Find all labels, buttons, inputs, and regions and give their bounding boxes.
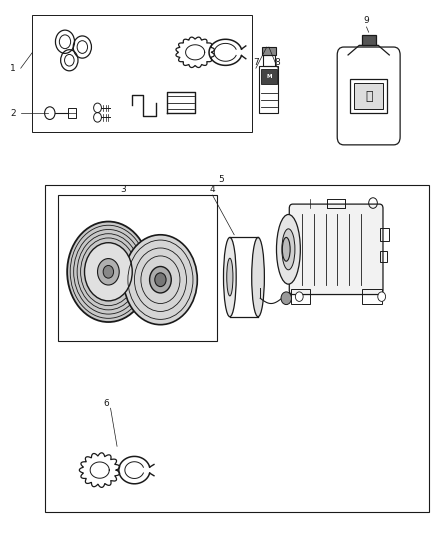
- Text: 5: 5: [218, 175, 224, 184]
- Circle shape: [295, 292, 303, 301]
- Bar: [68, 108, 76, 118]
- Circle shape: [85, 243, 132, 301]
- Circle shape: [378, 292, 385, 301]
- Bar: [46, 184, 429, 512]
- Text: 8: 8: [275, 59, 280, 67]
- Bar: [259, 66, 279, 113]
- Circle shape: [67, 222, 150, 322]
- Text: M: M: [266, 74, 272, 79]
- Text: Ⓜ: Ⓜ: [365, 90, 372, 103]
- Circle shape: [281, 292, 291, 304]
- Circle shape: [98, 259, 119, 285]
- Circle shape: [155, 273, 166, 287]
- Bar: [354, 83, 383, 109]
- Circle shape: [124, 235, 197, 325]
- Ellipse shape: [223, 237, 236, 317]
- Bar: [362, 289, 381, 303]
- Text: 9: 9: [364, 16, 369, 25]
- Bar: [290, 289, 310, 303]
- Bar: [59, 195, 217, 341]
- Text: 6: 6: [103, 400, 109, 408]
- Circle shape: [103, 265, 113, 278]
- Bar: [261, 69, 277, 84]
- Text: 3: 3: [121, 185, 127, 195]
- Circle shape: [150, 266, 171, 293]
- Text: 7: 7: [253, 59, 259, 67]
- Bar: [379, 251, 387, 262]
- Bar: [350, 79, 387, 113]
- FancyBboxPatch shape: [289, 204, 383, 295]
- Text: 4: 4: [210, 185, 215, 195]
- Ellipse shape: [227, 258, 233, 296]
- Bar: [362, 35, 376, 45]
- Ellipse shape: [283, 237, 290, 261]
- Bar: [263, 55, 275, 66]
- Bar: [32, 15, 251, 132]
- Text: 2: 2: [10, 109, 16, 118]
- Bar: [328, 199, 345, 208]
- Ellipse shape: [282, 229, 295, 270]
- Ellipse shape: [252, 237, 265, 317]
- Bar: [379, 228, 389, 241]
- Text: 1: 1: [10, 63, 16, 72]
- Ellipse shape: [276, 214, 300, 284]
- Bar: [262, 47, 276, 55]
